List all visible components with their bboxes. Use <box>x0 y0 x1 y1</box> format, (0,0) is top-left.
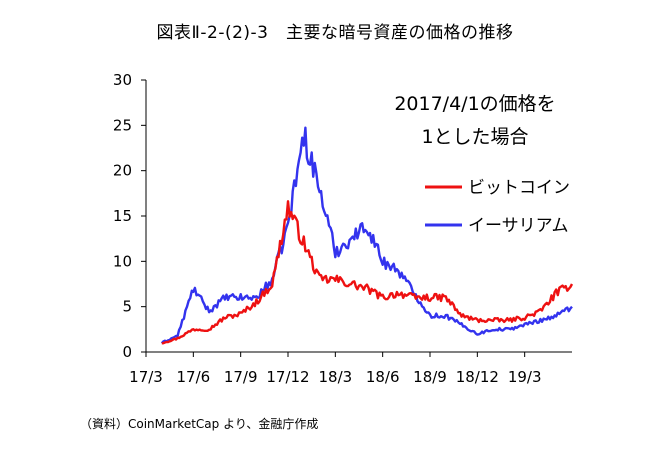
y-tick-label: 5 <box>122 298 132 316</box>
x-tick-label: 18/12 <box>456 368 499 386</box>
annotation-line: 2017/4/1の価格を <box>394 93 555 115</box>
legend-label: ビットコイン <box>468 178 570 198</box>
y-tick-label: 15 <box>113 207 132 225</box>
x-tick-label: 18/6 <box>366 368 400 386</box>
annotation-line: 1とした場合 <box>421 126 528 148</box>
annotation: 2017/4/1の価格を 1とした場合 <box>394 93 555 148</box>
y-tick-label: 25 <box>113 116 132 134</box>
x-tick-label: 18/9 <box>413 368 447 386</box>
x-tick-label: 17/3 <box>129 368 163 386</box>
y-tick-label: 10 <box>113 252 132 270</box>
x-tick-label: 19/3 <box>508 368 542 386</box>
x-tick-label: 17/6 <box>176 368 210 386</box>
y-tick-label: 20 <box>113 162 132 180</box>
y-tick-label: 0 <box>122 343 132 361</box>
series-line-bitcoin <box>161 200 574 345</box>
series-line-ethereum <box>160 126 573 345</box>
x-tick-label: 17/12 <box>266 368 309 386</box>
source-note: （資料）CoinMarketCap より、金融庁作成 <box>80 417 319 431</box>
y-tick-label: 30 <box>113 71 132 89</box>
x-tick-label: 17/9 <box>224 368 258 386</box>
series-layer <box>160 126 574 345</box>
legend-label: イーサリアム <box>468 216 568 236</box>
axes: 0 5 10 15 20 25 30 17/3 17/6 17/9 17/12 18/3 18/6 18/… <box>113 71 572 386</box>
chart-title: 図表Ⅱ-2-(2)-3 主要な暗号資産の価格の推移 <box>156 23 514 43</box>
x-tick-label: 18/3 <box>318 368 352 386</box>
